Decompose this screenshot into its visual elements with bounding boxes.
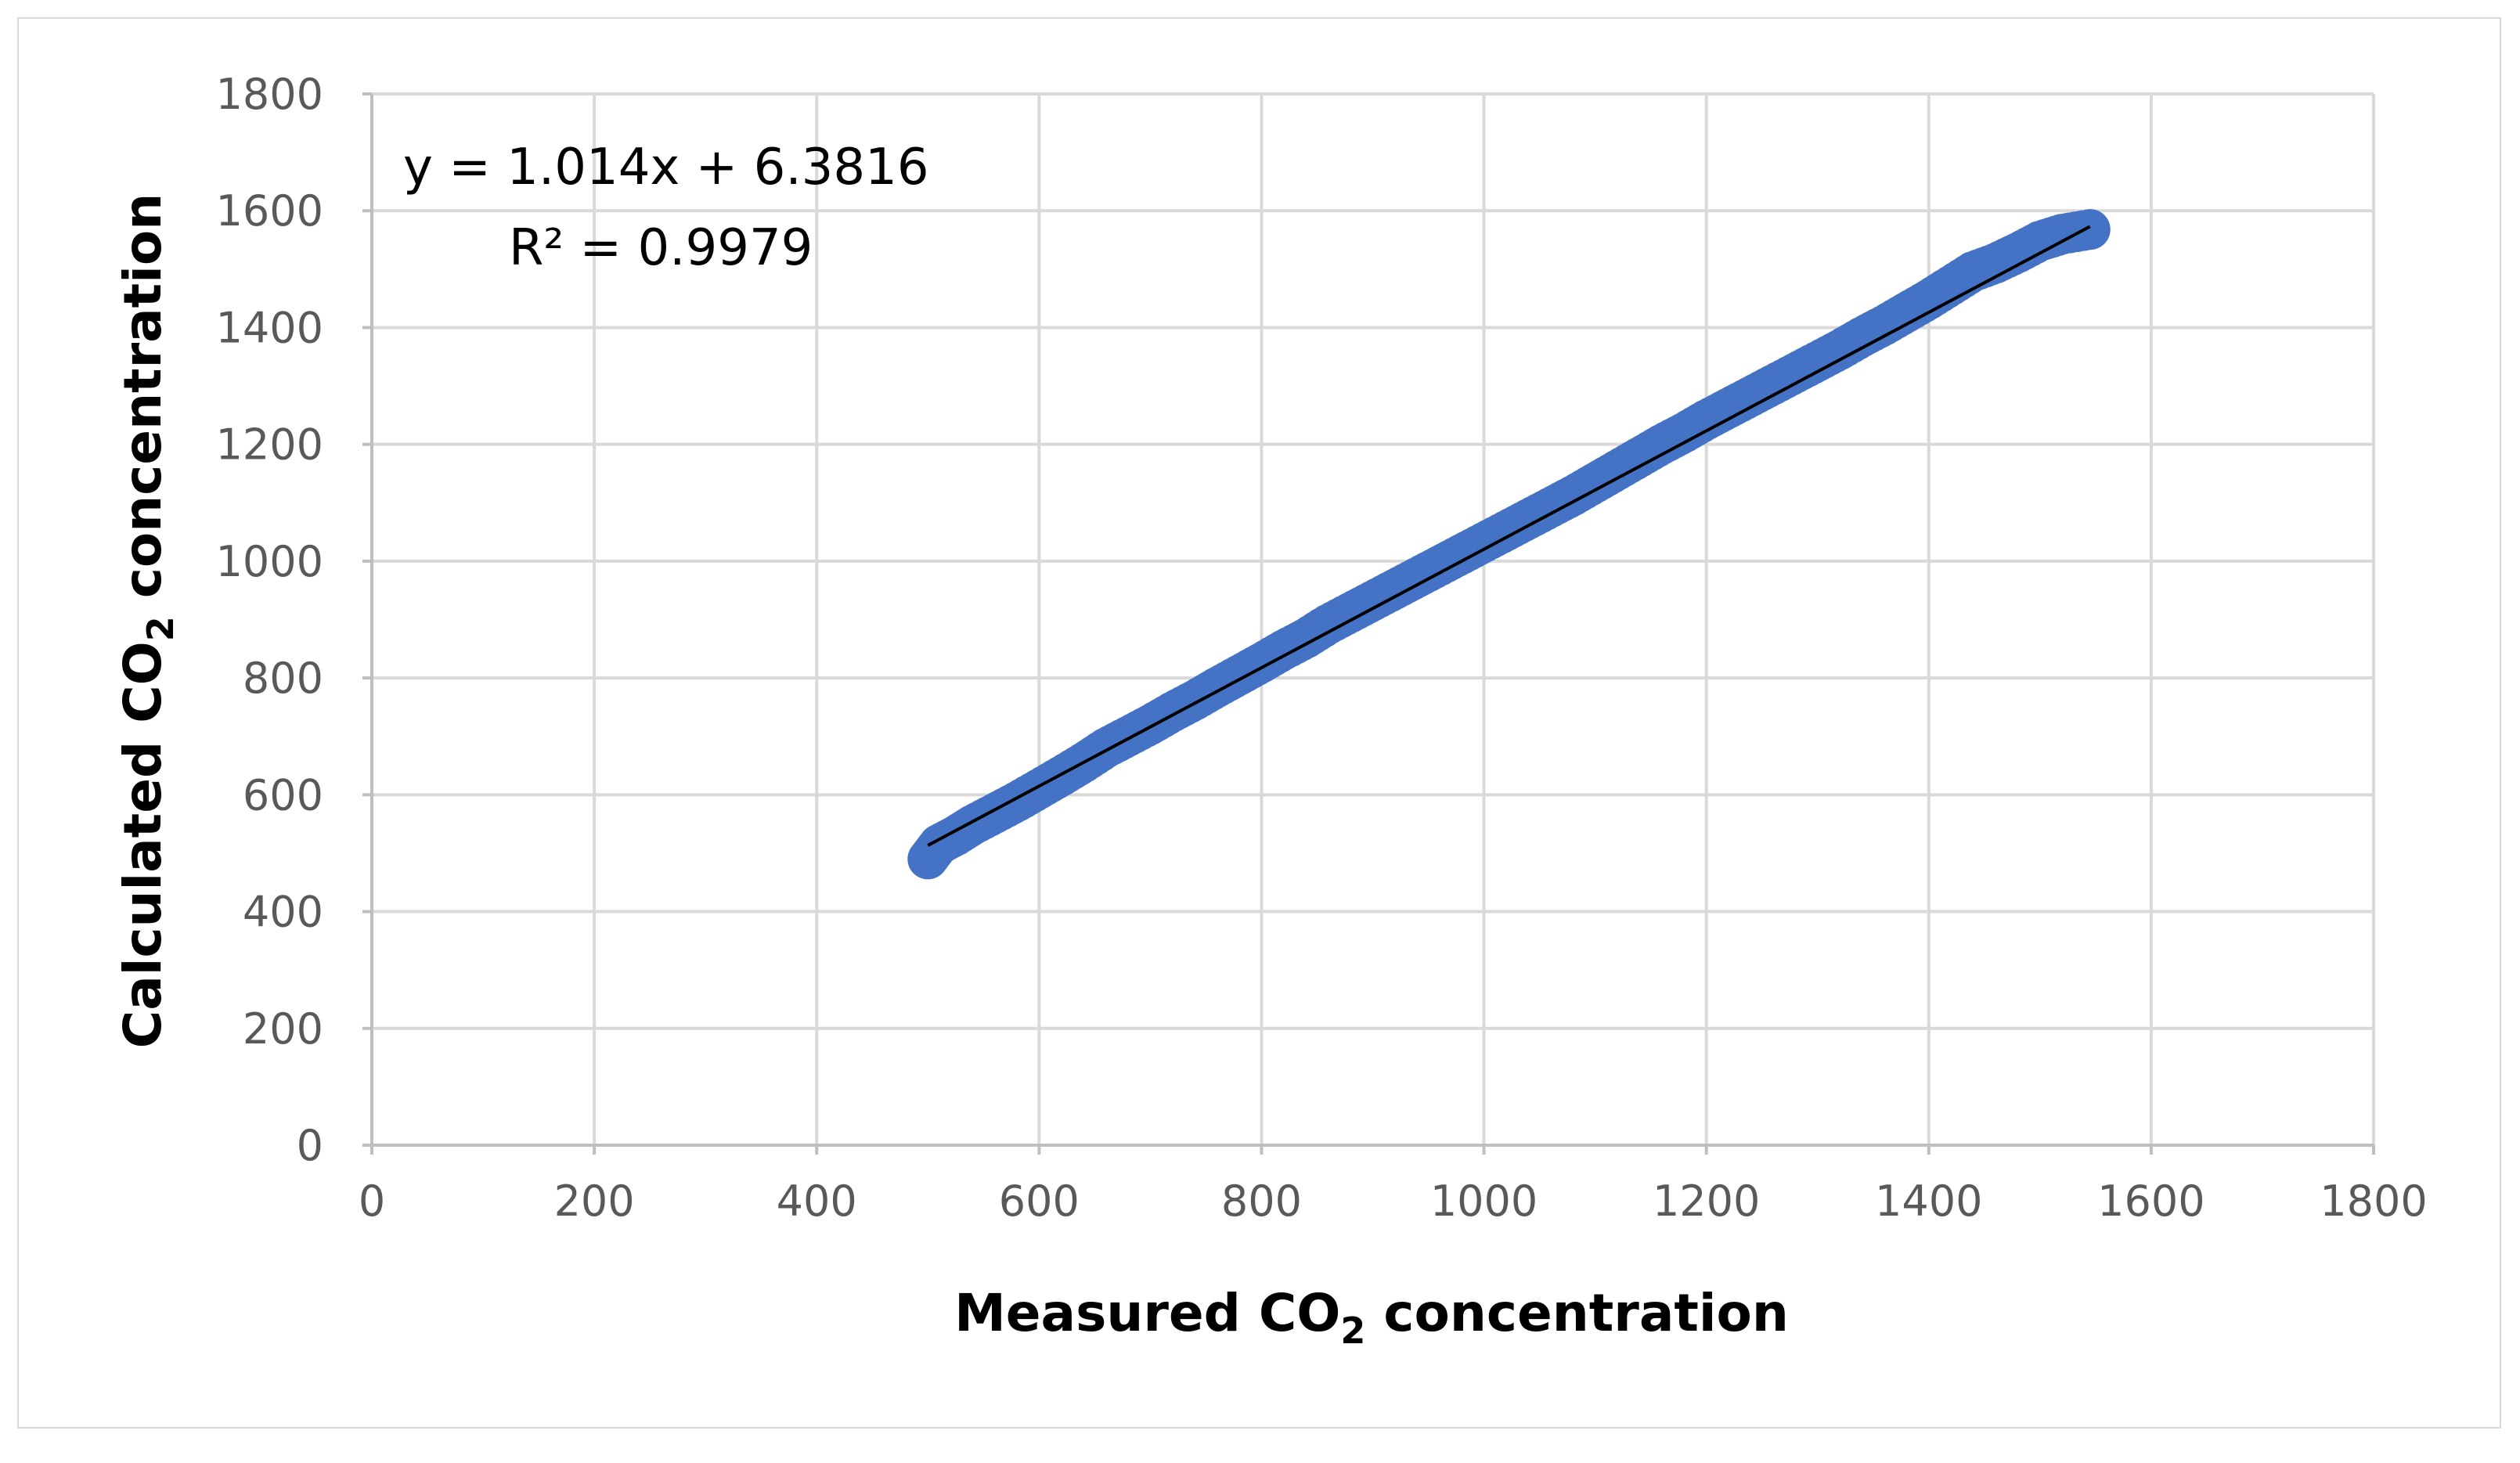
y-axis-title: Calculated CO2 concentration [113,193,182,1048]
x-tick-label: 400 [777,1177,857,1226]
y-tick-label: 800 [243,654,323,703]
y-axis-title-subscript: 2 [139,616,182,641]
x-tick-label: 1800 [2320,1177,2427,1226]
x-tick-label: 0 [359,1177,385,1226]
x-axis-title: Measured CO2 concentration [954,1283,1789,1352]
y-axis-title-main: Calculated CO [113,641,173,1048]
y-tick-labels: 0 200 400 600 800 1000 1200 1400 1600 1800 [216,70,323,1170]
x-tick-label: 1200 [1653,1177,1760,1226]
gridlines [372,92,2375,1145]
x-axis-title-main: Measured CO [954,1283,1340,1343]
x-tick-label: 800 [1221,1177,1302,1226]
y-tick-label: 1000 [216,537,323,586]
y-tick-label: 1800 [216,70,323,119]
data-points [907,209,2111,880]
y-tick-label: 1200 [216,420,323,470]
x-axis-title-subscript: 2 [1340,1310,1365,1352]
x-tick-label: 1000 [1430,1177,1538,1226]
x-tick-label: 1600 [2097,1177,2205,1226]
trendline-equation: y = 1.014x + 6.3816 [403,139,929,196]
x-tick-label: 600 [999,1177,1080,1226]
y-tick-label: 600 [243,770,323,820]
x-axis-title-rest: concentration [1365,1283,1788,1343]
y-tick-label: 1400 [216,303,323,352]
x-tick-label: 200 [554,1177,635,1226]
y-tick-label: 400 [243,888,323,937]
x-tick-labels: 0 200 400 600 800 1000 1200 1400 1600 1800 [359,1177,2428,1226]
y-axis-title-rest: concentration [113,193,173,616]
data-point [2069,209,2111,250]
axes [362,92,2375,1155]
y-tick-label: 200 [243,1004,323,1054]
r-squared-label: R² = 0.9979 [509,219,813,277]
trendline-group [927,225,2091,847]
y-tick-label: 1600 [216,186,323,236]
y-tick-label: 0 [297,1121,323,1170]
x-tick-label: 1400 [1875,1177,1982,1226]
chart-frame [17,17,2501,1429]
trendline [927,225,2091,847]
